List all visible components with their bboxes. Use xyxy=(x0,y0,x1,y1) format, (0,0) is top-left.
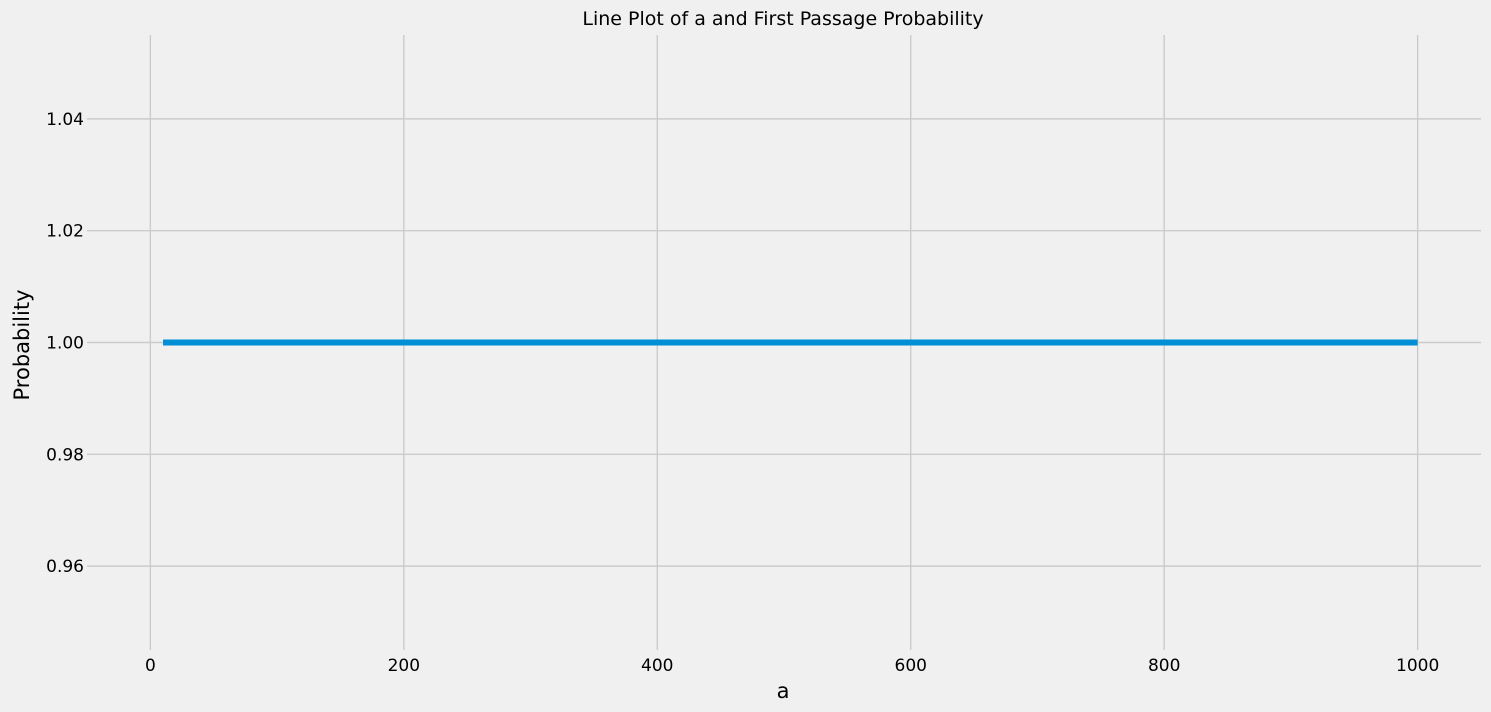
x-tick-label: 600 xyxy=(895,656,927,676)
x-axis-label: a xyxy=(777,679,790,703)
x-tick-label: 0 xyxy=(145,656,156,676)
x-axis-ticks: 0 200 400 600 800 1000 xyxy=(145,656,1439,676)
y-tick-label: 0.96 xyxy=(46,557,84,577)
chart-title: Line Plot of a and First Passage Probabi… xyxy=(582,8,983,30)
y-axis-ticks: 0.96 0.98 1.00 1.02 1.04 xyxy=(46,110,84,577)
y-axis-label: Probability xyxy=(10,289,34,400)
x-tick-label: 400 xyxy=(641,656,673,676)
y-tick-label: 1.02 xyxy=(46,222,84,242)
y-tick-label: 1.04 xyxy=(46,110,84,130)
y-tick-label: 0.98 xyxy=(46,445,84,465)
x-tick-label: 1000 xyxy=(1396,656,1439,676)
x-tick-label: 200 xyxy=(388,656,420,676)
x-tick-label: 800 xyxy=(1148,656,1180,676)
y-tick-label: 1.00 xyxy=(46,334,84,354)
